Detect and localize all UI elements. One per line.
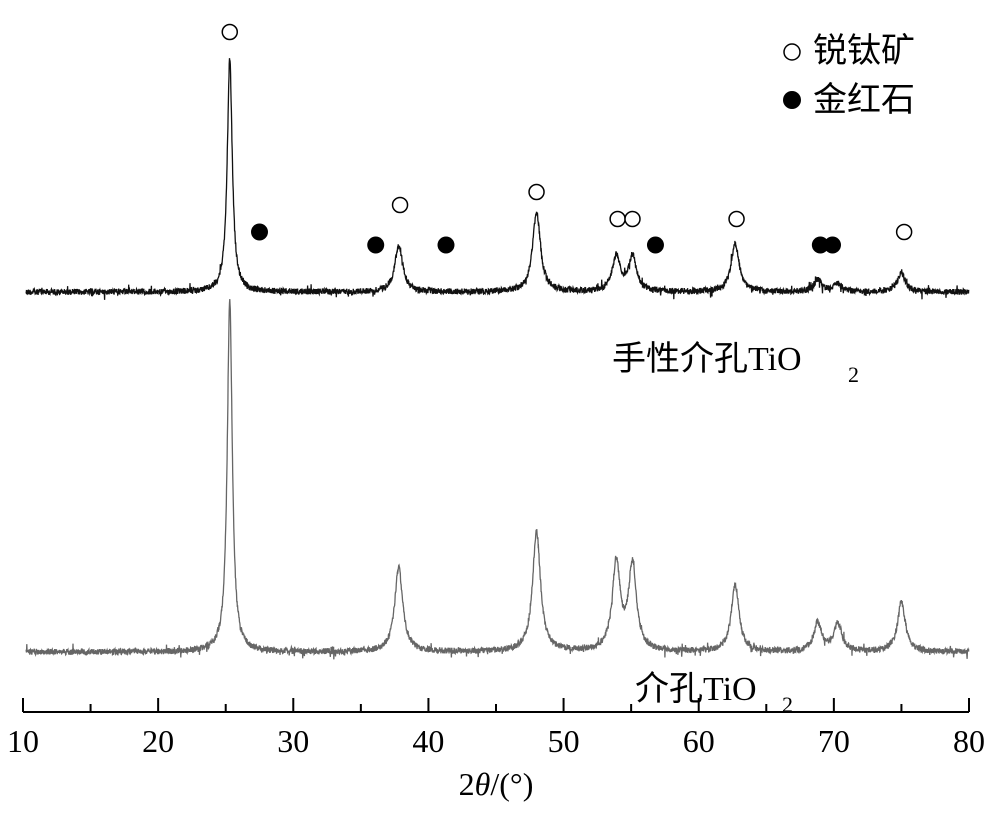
legend: 锐钛矿 金红石 bbox=[783, 32, 915, 119]
x-axis-label-prefix: 2 bbox=[459, 766, 475, 802]
anatase-marker bbox=[528, 183, 545, 201]
series-trace-lower bbox=[25, 299, 970, 660]
series-label-upper-main: 手性介孔TiO bbox=[612, 340, 802, 378]
rutile-marker bbox=[824, 236, 842, 254]
x-tick-label: 80 bbox=[953, 723, 985, 759]
rutile-marker bbox=[437, 236, 455, 254]
x-tick-label: 70 bbox=[818, 723, 850, 759]
anatase-marker bbox=[728, 210, 745, 228]
legend-rutile-marker bbox=[783, 91, 801, 109]
legend-anatase-label: 锐钛矿 bbox=[813, 32, 915, 70]
anatase-marker bbox=[624, 210, 641, 228]
legend-anatase-marker bbox=[783, 43, 801, 61]
rutile-marker bbox=[646, 236, 664, 254]
anatase-marker bbox=[895, 223, 913, 241]
series-label-upper-sub: 2 bbox=[848, 362, 859, 387]
rutile-marker bbox=[251, 223, 268, 241]
series-label-lower-main: 介孔TiO bbox=[635, 671, 757, 708]
x-axis: 10 20 30 40 50 60 70 80 bbox=[7, 698, 985, 759]
x-tick-label: 60 bbox=[683, 723, 715, 759]
x-tick-label: 20 bbox=[142, 723, 174, 759]
phase-markers bbox=[221, 23, 913, 254]
rutile-marker bbox=[367, 236, 385, 254]
x-tick-label: 50 bbox=[548, 723, 580, 759]
x-axis-label: 2θ/(°) bbox=[459, 766, 534, 802]
legend-rutile-label: 金红石 bbox=[813, 81, 915, 119]
traces bbox=[25, 58, 970, 660]
series-trace-upper bbox=[25, 58, 970, 300]
x-tick-label: 30 bbox=[277, 723, 309, 759]
x-tick-label: 10 bbox=[7, 723, 39, 759]
x-axis-label-suffix: /(°) bbox=[490, 766, 533, 802]
x-axis-label-theta: θ bbox=[475, 766, 491, 802]
x-tick-label: 40 bbox=[412, 723, 444, 759]
anatase-marker bbox=[609, 210, 626, 228]
anatase-marker bbox=[221, 23, 239, 41]
series-label-lower: 介孔TiO 2 bbox=[635, 671, 793, 717]
anatase-marker bbox=[391, 196, 409, 214]
series-label-lower-sub: 2 bbox=[782, 692, 793, 717]
rutile-marker bbox=[811, 236, 829, 254]
series-label-upper: 手性介孔TiO 2 bbox=[612, 340, 859, 387]
